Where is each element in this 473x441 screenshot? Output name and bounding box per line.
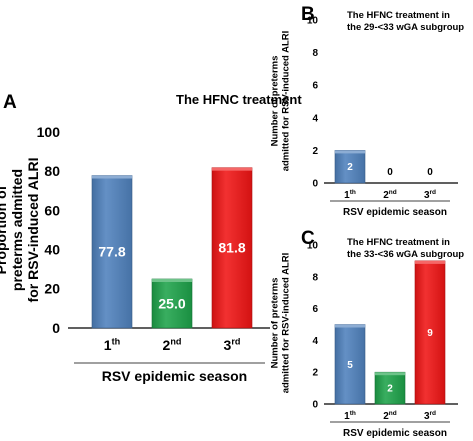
y-tick-label: 0 <box>52 320 60 336</box>
x-tick-label-c-1: 1th <box>344 410 356 422</box>
bar-a-3 <box>211 167 253 329</box>
y-tick-label: 20 <box>44 281 60 297</box>
bar-b-1 <box>334 150 366 184</box>
y-tick-label: 8 <box>312 272 318 283</box>
panel-letter-c: C <box>301 228 315 249</box>
chart-title-c: The HFNC treatment in the 33-<36 wGA subg… <box>347 237 464 260</box>
y-tick-label: 6 <box>312 304 318 315</box>
panel-b: B The HFNC treatment in the 29-<33 wGA sub… <box>270 4 465 218</box>
x-tick-label-a-2: 2nd <box>163 336 182 353</box>
y-tick-label: 80 <box>44 163 60 179</box>
data-label-c-3: 9 <box>427 328 433 339</box>
data-label-b-3: 0 <box>427 167 433 178</box>
bar-top-c-3 <box>415 260 445 264</box>
bar-top-a-2 <box>152 279 192 282</box>
x-tick-label-a-3: 3rd <box>224 336 241 353</box>
data-label-a-3: 81.8 <box>218 240 245 256</box>
y-tick-label: 8 <box>312 48 318 59</box>
bar-top-b-1 <box>335 150 365 154</box>
y-tick-label: 0 <box>312 400 318 411</box>
y-tick-label: 60 <box>44 202 60 218</box>
panel-a: A The HFNC treatment Proportion ofpreterms… <box>0 92 302 384</box>
bar-top-a-3 <box>212 167 252 171</box>
x-tick-label-b-2: 2nd <box>383 189 397 201</box>
x-tick-label-b-3: 3rd <box>424 189 436 201</box>
panel-letter-a: A <box>3 92 17 113</box>
bar-c-2 <box>374 371 406 405</box>
bar-a-2 <box>151 278 193 329</box>
bar-c-1 <box>334 324 366 405</box>
bar-top-c-1 <box>335 324 365 328</box>
y-tick-label: 4 <box>312 113 318 124</box>
data-label-c-1: 5 <box>347 360 353 371</box>
y-tick-label: 40 <box>44 242 60 258</box>
x-tick-label-c-3: 3rd <box>424 410 436 422</box>
y-tick-label: 4 <box>312 336 318 347</box>
panel-letter-b: B <box>301 4 315 25</box>
y-tick-label: 6 <box>312 81 318 92</box>
y-tick-label: 10 <box>307 241 319 252</box>
y-axis-label-a: Proportion ofpreterms admittedfor RSV-in… <box>0 158 41 303</box>
bar-top-a-1 <box>92 175 132 179</box>
x-axis-label-a: RSV epidemic season <box>102 368 248 384</box>
bar-a-1 <box>91 175 133 329</box>
x-tick-label-c-2: 2nd <box>383 410 397 422</box>
y-axis-label-b: Number of pretermsadmitted for RSV-induc… <box>270 31 292 172</box>
panel-c: C The HFNC treatment in the 33-<36 wGA sub… <box>270 228 465 439</box>
chart-title-b: The HFNC treatment in the 29-<33 wGA subg… <box>347 10 464 33</box>
x-tick-label-a-1: 1th <box>104 336 120 353</box>
data-label-b-2: 0 <box>387 167 393 178</box>
y-tick-label: 10 <box>307 16 319 27</box>
data-label-b-1: 2 <box>347 162 353 173</box>
bar-c-3 <box>414 260 446 405</box>
y-tick-label: 2 <box>312 368 318 379</box>
y-axis-label-c: Number of pretermsadmitted for RSV-induc… <box>270 253 292 394</box>
bar-top-c-2 <box>375 372 405 376</box>
y-tick-label: 2 <box>312 146 318 157</box>
x-axis-label-b: RSV epidemic season <box>343 207 447 218</box>
y-tick-label: 0 <box>312 179 318 190</box>
data-label-c-2: 2 <box>387 384 393 395</box>
x-axis-label-c: RSV epidemic season <box>343 428 447 439</box>
y-tick-label: 100 <box>37 124 61 140</box>
x-tick-label-b-1: 1th <box>344 189 356 201</box>
chart-title-a: The HFNC treatment <box>176 92 302 107</box>
data-label-a-1: 77.8 <box>98 244 125 260</box>
data-label-a-2: 25.0 <box>158 295 185 311</box>
